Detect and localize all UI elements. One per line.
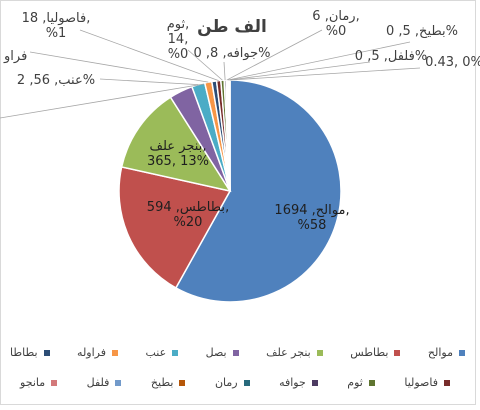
data-label: بنجر علف, 365, 13% [147, 139, 209, 169]
pie-chart: الف طن موالح, 1694, %58 بطاطس, 594, %20 بنجر… [0, 9, 480, 303]
leader-lines [0, 29, 421, 119]
legend-item: مانجو [20, 376, 58, 389]
legend-swatch [232, 349, 239, 356]
leader-line [223, 61, 226, 81]
leader-line [226, 29, 323, 81]
pie-slice [174, 79, 342, 303]
legend-label: موالح [427, 346, 453, 359]
legend-label: ثوم [347, 376, 363, 389]
leader-line [229, 61, 371, 81]
data-label: بطاطس, 594, %20 [147, 200, 229, 230]
legend-swatch [179, 379, 186, 386]
legend-item: جوافه [279, 376, 318, 389]
legend-item: فلفل [87, 376, 122, 389]
legend-swatch [43, 349, 50, 356]
legend-label: بنجر علف [266, 346, 311, 359]
legend-label: بطيخ [150, 376, 174, 389]
leader-line [0, 83, 205, 119]
leader-line [187, 49, 223, 81]
legend-item: موالح [428, 346, 465, 359]
legend-swatch [311, 379, 318, 386]
legend-item: بصل [206, 346, 239, 359]
legend-label: بصل [205, 346, 227, 359]
legend-swatch [394, 349, 401, 356]
legend-swatch [316, 349, 323, 356]
legend-label: رمان [214, 376, 238, 389]
legend-label: فلفل [86, 376, 110, 389]
data-label: 0.43, 0% [425, 55, 480, 70]
legend-item: عنب [145, 346, 179, 359]
data-label: موالح, 1694, %58 [274, 203, 349, 233]
chart-frame [0, 0, 476, 405]
data-label: فلفل, 5, 0% [355, 49, 427, 64]
data-label: جوافه, 8, 0% [194, 46, 271, 61]
legend-label: جوافه [279, 376, 306, 389]
leader-line [228, 41, 411, 81]
data-label: بطيخ, 5, 0% [386, 24, 458, 39]
legend-item: بطاطا [10, 346, 50, 359]
legend-item: ثوم [347, 376, 375, 389]
data-label: فاصوليا, 18, %1 [22, 11, 91, 41]
legend-swatch [115, 379, 122, 386]
legend-swatch [459, 349, 465, 356]
legend-swatch [172, 349, 179, 356]
pie-slice [118, 166, 232, 289]
legend-label: بطاطا [10, 346, 38, 359]
legend-item: بنجر علف [266, 346, 323, 359]
legend-swatch [51, 379, 58, 386]
data-label: عنب, 56, 2% [17, 73, 95, 88]
legend-row-2: فاصوليا ثوم جوافه رمان بطيخ فلفل مانجو [20, 376, 450, 389]
data-labels: موالح, 1694, %58 بطاطس, 594, %20 بنجر علف, 36… [3, 9, 480, 233]
data-label: رمان, 6, %0 [312, 9, 359, 39]
legend-label: عنب [145, 346, 167, 359]
legend-label: بطاطس [350, 346, 389, 359]
legend-item: فراوله [77, 346, 118, 359]
legend-label: فراوله [77, 346, 106, 359]
data-label: فراو [3, 49, 27, 64]
legend-swatch [368, 379, 375, 386]
legend-label: فاصوليا [404, 376, 438, 389]
legend-swatch [243, 379, 250, 386]
legend-item: بطيخ [151, 376, 186, 389]
leader-line [229, 67, 421, 81]
legend-item: رمان [215, 376, 250, 389]
leader-line [29, 51, 209, 83]
legend-swatch [112, 349, 118, 356]
chart-title: الف طن [197, 17, 267, 37]
leader-line [79, 29, 219, 81]
pie-slice [120, 96, 232, 193]
legend-item: فاصوليا [404, 376, 450, 389]
legend-swatch [444, 379, 450, 386]
leader-line [99, 78, 199, 86]
legend-item: بطاطس [350, 346, 401, 359]
data-label: ثوم, 14, %0 [167, 17, 190, 62]
pie-slices [118, 79, 342, 303]
legend-label: مانجو [20, 376, 46, 389]
legend-row-1: موالح بطاطس بنجر علف بصل عنب فراوله بطاط… [10, 346, 465, 359]
